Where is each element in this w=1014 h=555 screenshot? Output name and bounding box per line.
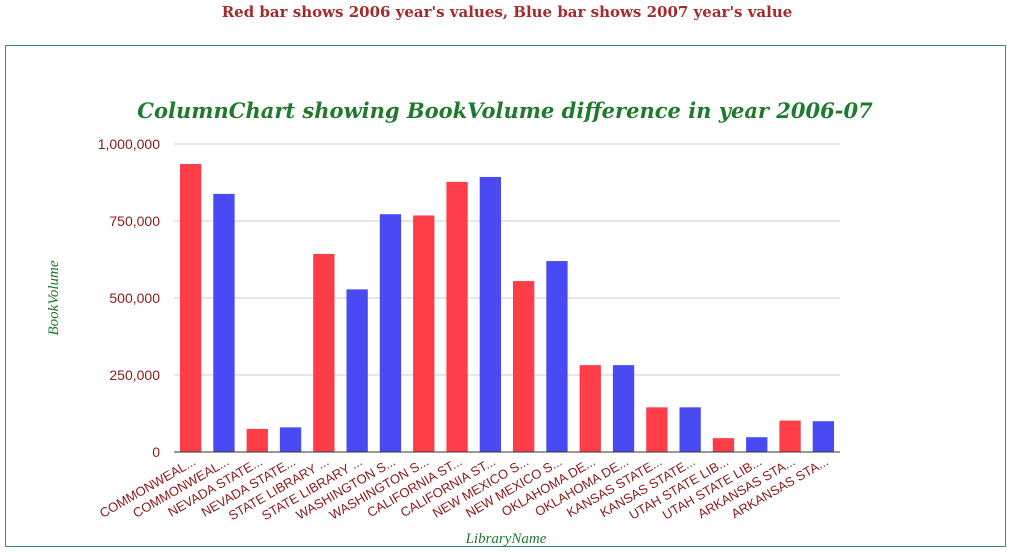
bar[interactable] <box>346 289 368 452</box>
bars <box>179 164 835 452</box>
bar[interactable] <box>213 193 235 452</box>
bar[interactable] <box>712 438 735 452</box>
y-tick-label: 0 <box>152 444 160 460</box>
bar[interactable] <box>746 437 768 452</box>
column-chart: ColumnChart showing BookVolume differenc… <box>46 98 873 546</box>
bar[interactable] <box>646 407 668 452</box>
bar[interactable] <box>379 214 402 452</box>
bar[interactable] <box>279 427 302 452</box>
y-tick-label: 1,000,000 <box>98 136 160 152</box>
x-axis-ticks: COMMONWEAL...COMMONWEAL...NEVADA STATE..… <box>97 454 831 524</box>
chart-title: ColumnChart showing BookVolume differenc… <box>137 98 873 123</box>
gridlines <box>174 143 840 376</box>
page-caption: Red bar shows 2006 year's values, Blue b… <box>221 3 793 21</box>
bar[interactable] <box>612 365 635 452</box>
chart-frame: ColumnChart showing BookVolume differenc… <box>5 45 1006 547</box>
y-tick-label: 500,000 <box>109 290 160 306</box>
bar[interactable] <box>679 407 701 452</box>
bar[interactable] <box>512 281 535 452</box>
bar[interactable] <box>313 253 335 452</box>
bar[interactable] <box>479 176 502 452</box>
y-tick-label: 750,000 <box>109 213 160 229</box>
bar[interactable] <box>179 164 202 452</box>
bar[interactable] <box>546 261 568 452</box>
bar[interactable] <box>413 215 435 452</box>
bar[interactable] <box>446 181 468 452</box>
bar[interactable] <box>779 420 801 452</box>
x-axis-title: LibraryName <box>465 531 547 546</box>
bar[interactable] <box>812 421 835 452</box>
bar[interactable] <box>246 428 268 452</box>
bar[interactable] <box>579 365 601 452</box>
y-axis-title: BookVolume <box>46 260 62 335</box>
y-axis-ticks: 0 250,000 500,000 750,000 1,000,000 <box>98 136 161 460</box>
y-tick-label: 250,000 <box>109 367 160 383</box>
